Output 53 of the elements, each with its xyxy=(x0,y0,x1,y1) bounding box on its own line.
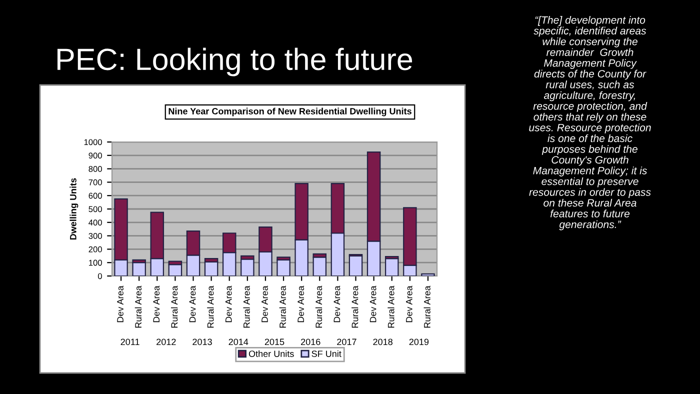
x-tick-label: Dev Area xyxy=(189,286,196,322)
bar xyxy=(384,258,399,276)
x-tick-label: Rural Area xyxy=(424,286,430,328)
bar xyxy=(312,256,327,276)
x-tick-label: Dev Area xyxy=(225,286,232,322)
y-tick-label: 400 xyxy=(88,220,102,226)
y-tick-label: 800 xyxy=(88,166,102,172)
text: 2017 xyxy=(337,338,356,346)
y-axis-title: Dwelling Units xyxy=(70,178,78,240)
bar xyxy=(421,273,435,276)
x-tick-label: Rural Area xyxy=(243,286,250,328)
text: 2015 xyxy=(264,338,284,346)
text: PEC: Looking to the future xyxy=(58,48,412,76)
y-tick-label: 100 xyxy=(89,260,102,266)
text: 2019 xyxy=(409,338,429,346)
x-tick-label: Rural Area xyxy=(315,286,322,328)
text: 2011 xyxy=(120,338,140,346)
text: 2016 xyxy=(301,338,320,346)
text: “[The] development into specific, identified areas while conserving the remainder Growth Management Policy directs of the County for rural uses, such as agriculture, forestry, resource protection, and others that rely on these uses. Resource protection is one of the basic purposes behind the County's Growth Management Policy; it is essential to preserve resources in order to pass on these Rural Area features to future generations.” xyxy=(529,16,651,230)
bar xyxy=(204,261,218,276)
x-tick-label: Dev Area xyxy=(370,286,376,322)
text: 2014 xyxy=(228,338,248,346)
chart-title: Nine Year Comparison of New Residential Dwelling Units xyxy=(168,108,412,116)
x-tick-label: Rural Area xyxy=(352,286,358,328)
x-tick-label: Dev Area xyxy=(298,286,304,322)
legend-label: SF Unit xyxy=(312,350,342,357)
x-tick-label: Rural Area xyxy=(279,286,286,328)
y-tick-label: 0 xyxy=(98,273,102,280)
y-tick-label: 600 xyxy=(88,192,102,199)
text: 2013 xyxy=(192,338,212,346)
x-tick-label: Rural Area xyxy=(207,286,214,328)
bar xyxy=(276,259,290,276)
y-tick-label: 900 xyxy=(88,152,102,158)
x-tick-label: Dev Area xyxy=(117,286,124,322)
bar xyxy=(168,264,182,276)
y-tick-label: 200 xyxy=(88,246,102,252)
y-tick-label: 500 xyxy=(88,206,102,212)
y-tick-label: 700 xyxy=(88,179,102,186)
x-tick-label: Rural Area xyxy=(170,286,178,328)
x-tick-label: Dev Area xyxy=(262,286,268,322)
text: 2012 xyxy=(156,338,176,346)
y-tick-label: 1000 xyxy=(84,139,102,146)
x-tick-label: Rural Area xyxy=(388,286,394,328)
text: 2018 xyxy=(373,338,392,346)
bar xyxy=(132,262,146,276)
bar xyxy=(348,255,363,276)
x-tick-label: Rural Area xyxy=(134,286,142,328)
x-tick-label: Dev Area xyxy=(406,286,412,322)
bar xyxy=(240,258,254,276)
y-tick-label: 300 xyxy=(88,233,102,239)
legend-label: Other Units xyxy=(248,350,294,357)
x-tick-label: Dev Area xyxy=(334,286,340,322)
x-tick-label: Dev Area xyxy=(153,286,160,322)
